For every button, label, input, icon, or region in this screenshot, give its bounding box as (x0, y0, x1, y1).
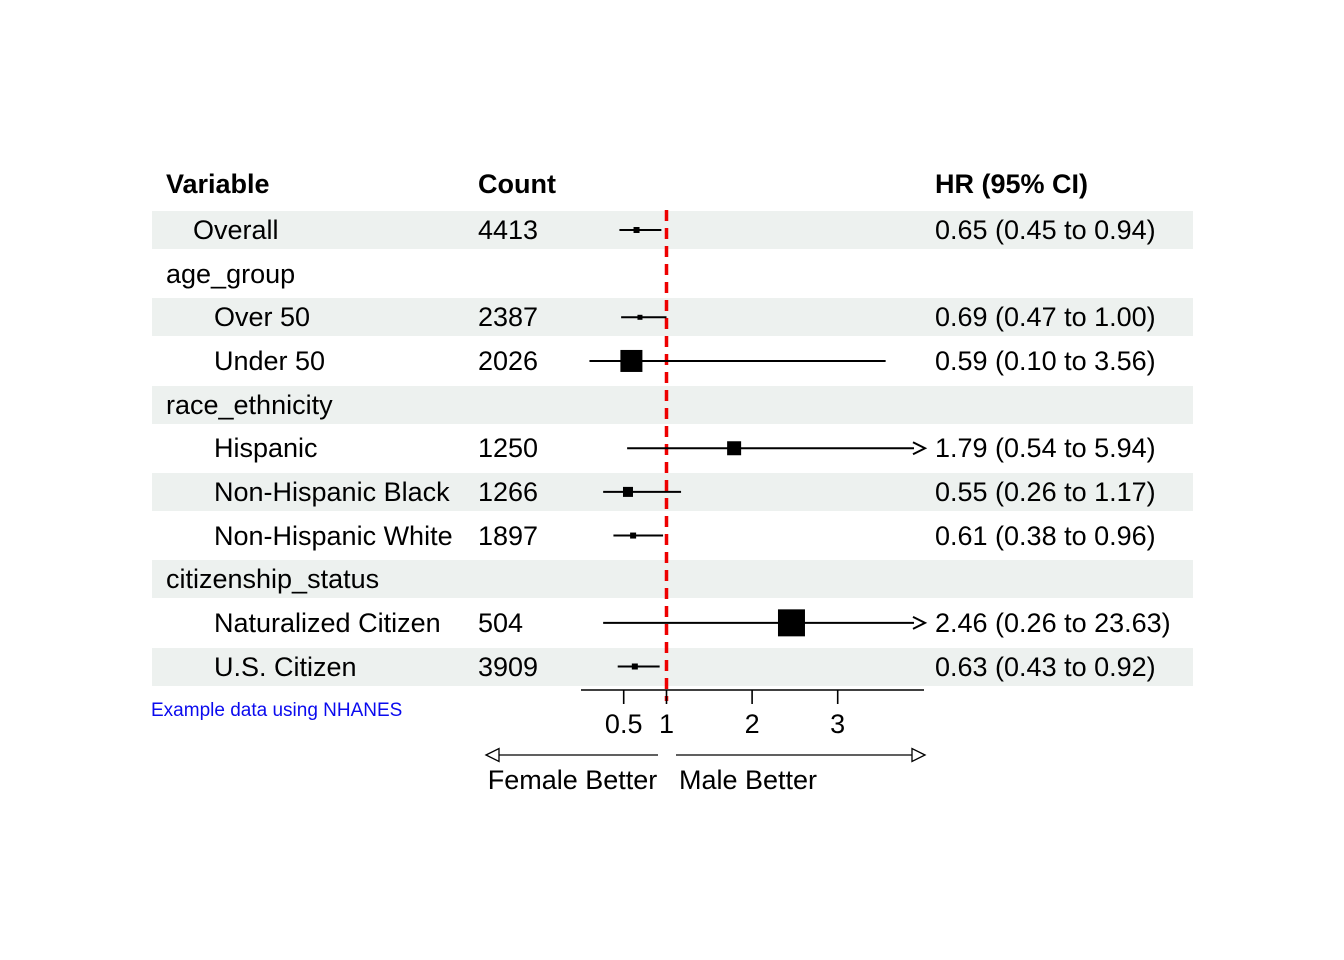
row-label: age_group (166, 258, 296, 289)
row-citizenship-status: citizenship_status (152, 560, 1193, 599)
axis-tick-label: 3 (830, 709, 845, 739)
row-hr-ci: 0.65 (0.45 to 0.94) (935, 215, 1156, 245)
row-hr-ci: 2.46 (0.26 to 23.63) (935, 608, 1171, 638)
row-label: Over 50 (214, 302, 311, 333)
male-better-arrowhead (911, 747, 927, 763)
row-label: Overall (193, 215, 279, 245)
column-header-row: Variable Count HR (95% CI) (152, 165, 1193, 203)
row-count: 504 (478, 608, 524, 638)
row-non-hispanic-black: Non-Hispanic Black 1266 0.55 (0.26 to 1.… (152, 473, 1193, 511)
row-age-group: age_group (152, 255, 1193, 293)
row-count: 1250 (478, 433, 539, 464)
count-column-header: Count (478, 169, 556, 199)
row-overall: Overall 4413 0.65 (0.45 to 0.94) (152, 211, 1193, 249)
row-label: citizenship_status (166, 564, 380, 595)
row-hr-ci: 0.55 (0.26 to 1.17) (935, 477, 1156, 507)
row-non-hispanic-white: Non-Hispanic White 1897 0.61 (0.38 to 0.… (152, 517, 1193, 555)
row-hr-ci: 0.61 (0.38 to 0.96) (935, 520, 1156, 551)
row-hr-ci: 0.69 (0.47 to 1.00) (935, 302, 1156, 333)
row-count: 2387 (478, 302, 539, 333)
hr-column-header: HR (95% CI) (935, 169, 1089, 199)
axis-tick-label: 2 (745, 709, 760, 739)
row-count: 3909 (478, 651, 539, 682)
row-label: Naturalized Citizen (214, 608, 441, 638)
row-label: Under 50 (214, 346, 326, 376)
row-count: 4413 (478, 215, 539, 245)
male-better-label: Male Better (678, 765, 818, 795)
row-label: U.S. Citizen (214, 651, 357, 682)
row-label: race_ethnicity (166, 389, 333, 420)
row-count: 2026 (478, 346, 539, 376)
row-count: 1897 (478, 520, 539, 551)
axis-tick-label: 0.5 (605, 709, 643, 739)
axis-tick-label: 1 (659, 709, 674, 739)
row-naturalized-citizen: Naturalized Citizen 504 2.46 (0.26 to 23… (152, 604, 1193, 642)
female-better-label: Female Better (487, 765, 658, 795)
row-over-50: Over 50 2387 0.69 (0.47 to 1.00) (152, 298, 1193, 337)
row-us-citizen: U.S. Citizen 3909 0.63 (0.43 to 0.92) (152, 647, 1193, 686)
row-count: 1266 (478, 477, 539, 507)
row-hr-ci: 1.79 (0.54 to 5.94) (935, 433, 1156, 464)
row-label: Non-Hispanic White (214, 520, 453, 551)
row-race-ethnicity: race_ethnicity (152, 385, 1193, 424)
female-better-arrowhead (484, 747, 500, 763)
row-label: Hispanic (214, 433, 318, 464)
variable-column-header: Variable (166, 169, 270, 199)
row-hr-ci: 0.59 (0.10 to 3.56) (935, 346, 1156, 376)
footnote: Example data using NHANES (151, 700, 403, 721)
row-under-50: Under 50 2026 0.59 (0.10 to 3.56) (152, 342, 1193, 380)
row-hr-ci: 0.63 (0.43 to 0.92) (935, 651, 1156, 682)
row-label: Non-Hispanic Black (214, 477, 450, 507)
row-hispanic: Hispanic 1250 1.79 (0.54 to 5.94) (152, 429, 1193, 467)
